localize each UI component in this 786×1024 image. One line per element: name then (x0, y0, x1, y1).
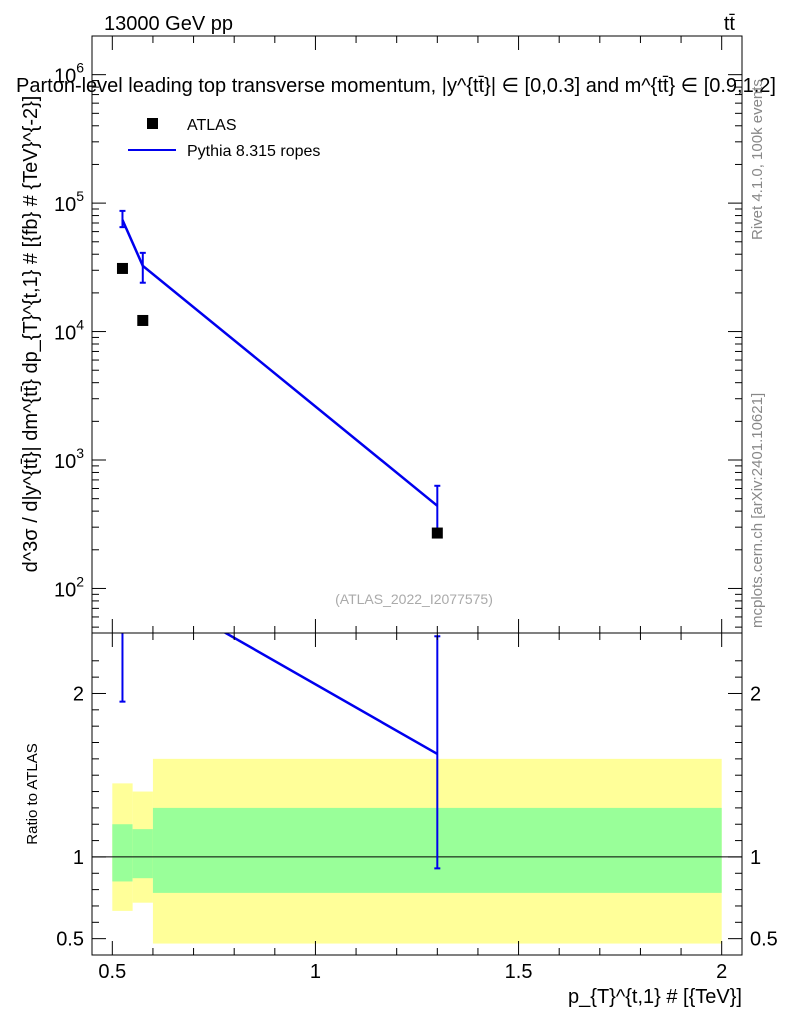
x-tick-label: 1 (310, 961, 321, 983)
ratio-band-inner (112, 824, 133, 882)
main-y-axis-label: d^3σ / d|y^{tt̄}| dm^{tt̄} dp_{T}^{t,1} … (20, 96, 42, 573)
y-tick-label: 106 (54, 60, 84, 88)
process-label: tt̄ (724, 13, 736, 35)
ratio-y-tick-label-left: 1 (73, 847, 84, 869)
ratio-frame (91, 632, 743, 956)
legend-label-atlas: ATLAS (187, 117, 237, 134)
ratio-band-inner (132, 829, 153, 879)
ratio-y-axis-label: Ratio to ATLAS (24, 743, 41, 844)
ratio-y-tick-label-right: 2 (750, 683, 761, 705)
mc-line (121, 219, 439, 507)
ratio-mc-line (223, 633, 438, 756)
x-tick-label: 0.5 (98, 961, 126, 983)
x-tick-label: 2 (716, 961, 727, 983)
rivet-label: Rivet 4.1.0, 100k events (749, 79, 766, 240)
y-tick-label: 104 (54, 317, 84, 345)
x-tick-label: 1.5 (505, 961, 533, 983)
plot-title: Parton-level leading top transverse mome… (16, 75, 776, 97)
ratio-y-tick-label-right: 1 (750, 847, 761, 869)
main-y-ticks: 102 103 104 105 106 (54, 35, 742, 633)
ratio-data-layer (92, 633, 742, 870)
y-tick-label: 105 (54, 188, 84, 216)
legend: ATLAS Pythia 8.315 ropes (128, 117, 320, 160)
x-axis-label: p_{T}^{t,1} # [{TeV}] (568, 986, 742, 1008)
y-tick-label: 102 (54, 573, 84, 601)
ratio-panel: 0.5 1 1.5 2 0.5 0.5 1 1 2 2 Ratio to ATLAS p_{T}^… (24, 632, 778, 1008)
ratio-y-tick-label-left: 0.5 (56, 929, 84, 951)
mcplots-label: mcplots.cern.ch [arXiv:2401.10621] (749, 393, 766, 628)
energy-label: 13000 GeV pp (104, 13, 233, 35)
ratio-ticks: 0.5 1 1.5 2 0.5 0.5 1 1 2 2 (56, 633, 778, 983)
main-data-layer (116, 209, 443, 539)
ratio-y-tick-label-left: 2 (73, 683, 84, 705)
legend-data-marker (147, 118, 158, 129)
ratio-y-tick-label-right: 0.5 (750, 929, 778, 951)
main-panel: 102 103 104 105 106 (ATLAS_2022_I2077575) d^… (20, 35, 743, 634)
y-tick-label: 103 (54, 445, 84, 473)
analysis-watermark: (ATLAS_2022_I2077575) (335, 591, 493, 607)
ratio-uncertainty-bands (112, 758, 722, 944)
atlas-data-point (116, 262, 128, 274)
legend-label-pythia: Pythia 8.315 ropes (187, 143, 320, 160)
atlas-data-point (431, 527, 443, 539)
atlas-data-point (137, 314, 149, 326)
